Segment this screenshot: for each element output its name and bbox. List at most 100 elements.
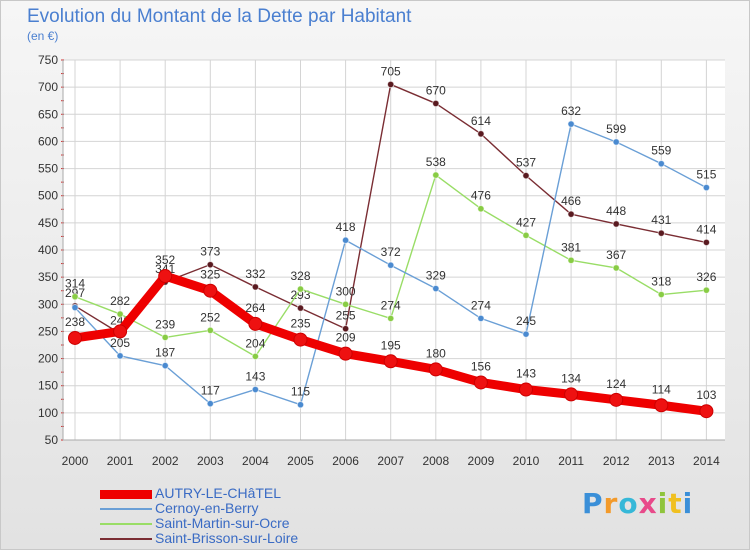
data-point [428,362,443,377]
y-tick-label: 300 [38,297,58,311]
brand-letter: t [668,487,683,520]
data-point [251,283,260,291]
data-point [71,303,79,312]
data-point [296,304,305,312]
data-label: 297 [65,286,85,300]
data-point [158,269,173,284]
y-tick-label: 500 [38,189,58,203]
x-tick-label: 2005 [287,454,314,468]
data-label: 156 [471,359,491,373]
data-label: 300 [336,284,356,298]
data-label: 381 [561,240,581,254]
data-point [609,392,624,407]
data-label: 134 [561,371,581,385]
x-tick-label: 2007 [377,454,404,468]
brand-letter: P [582,487,604,520]
y-tick-label: 750 [38,53,58,67]
data-label: 614 [471,114,491,128]
data-label: 252 [200,310,220,324]
legend-label: Saint-Martin-sur-Ocre [155,515,290,531]
x-tick-label: 2014 [693,454,720,468]
data-point [699,404,714,419]
data-point [387,80,395,89]
series-saint-martin-sur-ocre: 314 282 239 252 204 328 300 274 538 476 427 381 367 3… [65,155,717,361]
legend-swatch [100,523,152,525]
data-point [702,183,711,192]
series-saint-brisson-sur-loire: 2972463413733322932557056706145374664484… [65,64,717,338]
brand-logo: Proxiti [582,487,693,520]
data-point [341,236,350,244]
data-label: 282 [110,294,130,308]
y-tick-label: 150 [38,379,58,393]
data-label: 124 [606,377,626,391]
y-tick-label: 250 [38,324,58,338]
data-point [71,292,79,301]
data-point [251,385,260,394]
data-label: 239 [155,317,175,331]
data-label: 114 [652,382,671,396]
data-point [702,238,711,247]
data-point [477,314,485,323]
brand-letter: o [618,487,639,520]
data-point [477,130,485,138]
data-point [567,256,575,265]
y-tick-label: 600 [38,134,58,148]
x-tick-label: 2002 [152,454,179,468]
data-label: 352 [155,253,175,267]
data-point [654,398,669,413]
data-point [206,399,215,408]
data-label: 195 [381,338,401,352]
data-point [341,325,350,333]
x-tick-label: 2011 [558,454,584,468]
data-point [657,229,665,237]
y-tick-label: 550 [38,162,58,176]
data-point [296,401,305,409]
data-label: 414 [696,222,716,236]
x-tick-label: 2004 [242,454,269,468]
data-point [341,300,350,308]
chart-title: Evolution du Montant de la Dette par Hab… [27,6,412,27]
data-label: 431 [651,213,671,227]
data-point [296,285,305,293]
series-autry-le-ch-tel: 238 352 325 264 235 209 195 180 156 143 134 124 114 1… [65,253,717,419]
data-label: 329 [426,269,446,283]
data-point [657,159,665,168]
data-label: 204 [245,336,265,350]
data-label: 209 [336,331,356,345]
data-label: 245 [516,314,536,328]
chart-unit: (en €) [27,29,59,43]
data-point [161,333,169,342]
data-point [432,284,440,293]
y-tick-label: 350 [38,270,58,284]
data-point [383,354,398,369]
data-point [206,326,215,335]
data-point [116,310,124,318]
y-tick-label: 650 [38,107,58,121]
x-tick-label: 2001 [107,454,134,468]
data-label: 143 [245,370,265,384]
legend-label: Saint-Brisson-sur-Loire [155,530,299,546]
y-tick-label: 400 [38,243,58,257]
data-label: 314 [65,277,85,291]
data-point [251,352,260,361]
data-point [387,314,395,323]
data-point [206,260,215,269]
y-tick-label: 200 [38,352,58,366]
data-label: 705 [381,64,401,78]
data-point [612,220,620,228]
y-tick-label: 450 [38,216,58,230]
data-label: 373 [200,245,220,259]
x-tick-label: 2000 [62,454,89,468]
x-tick-label: 2012 [603,454,630,468]
x-tick-label: 2003 [197,454,224,468]
data-point [113,324,128,339]
data-label: 476 [471,189,491,203]
x-tick-label: 2009 [468,454,495,468]
brand-letter: x [638,487,658,520]
brand-letter: i [682,487,694,520]
data-point [519,382,533,397]
data-label: 332 [245,267,265,281]
data-label: 274 [381,298,401,312]
data-label: 117 [201,384,220,398]
data-point [432,171,440,179]
